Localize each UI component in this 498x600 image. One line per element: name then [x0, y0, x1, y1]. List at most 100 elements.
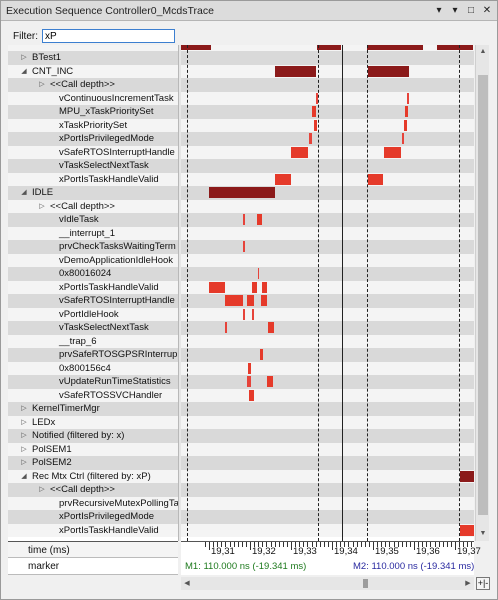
trace-event-bar[interactable] — [316, 92, 318, 104]
trace-event-bar[interactable] — [258, 268, 259, 280]
tree-row[interactable]: ▷ KernelTimerMgr — [8, 402, 178, 416]
tree-row[interactable]: 0x800156c4 — [8, 361, 178, 375]
trace-event-bar[interactable] — [248, 362, 251, 374]
trace-event-bar[interactable] — [243, 308, 245, 320]
trace-event-bar[interactable] — [209, 187, 275, 199]
tree-row[interactable]: vUpdateRunTimeStatistics — [8, 375, 178, 389]
trace-event-bar[interactable] — [460, 470, 474, 482]
filter-input[interactable] — [42, 29, 175, 43]
tree-row[interactable]: vDemoApplicationIdleHook — [8, 253, 178, 267]
trace-event-bar[interactable] — [268, 322, 274, 334]
trace-event-bar[interactable] — [225, 295, 243, 307]
marker-line[interactable] — [459, 45, 460, 541]
tree-row[interactable]: ◢ CNT_INC — [8, 64, 178, 78]
tree-row[interactable]: ▷ <<Call depth>> — [8, 199, 178, 213]
scroll-left-icon[interactable]: ◀ — [184, 580, 190, 587]
tree-row[interactable]: __trap_6 — [8, 334, 178, 348]
close-icon[interactable]: ✕ — [482, 5, 492, 16]
trace-event-bar[interactable] — [404, 119, 407, 131]
trace-event-bar[interactable] — [209, 281, 225, 293]
trace-event-bar[interactable] — [291, 146, 308, 158]
tree-row[interactable]: ▷ <<Call depth>> — [8, 78, 178, 92]
trace-event-bar[interactable] — [367, 45, 423, 50]
trace-event-bar[interactable] — [314, 119, 317, 131]
timeline-chart[interactable] — [181, 45, 474, 541]
trace-event-bar[interactable] — [460, 524, 474, 536]
expand-arrow-icon[interactable]: ▷ — [21, 445, 27, 453]
trace-event-bar[interactable] — [407, 92, 409, 104]
trace-event-bar[interactable] — [368, 65, 409, 77]
tree-row[interactable]: xPortIsPrivilegedMode — [8, 510, 178, 524]
trace-event-bar[interactable] — [262, 281, 267, 293]
tree-row[interactable]: vContinuousIncrementTask — [8, 91, 178, 105]
trace-event-bar[interactable] — [261, 295, 267, 307]
expand-arrow-icon[interactable]: ▷ — [21, 432, 27, 439]
marker-line[interactable] — [367, 45, 368, 541]
tree-row[interactable]: prvRecursiveMutexPollingTa — [8, 496, 178, 510]
tree-row[interactable]: vSafeRTOSInterruptHandle — [8, 294, 178, 308]
trace-event-bar[interactable] — [405, 106, 408, 118]
trace-event-bar[interactable] — [247, 295, 254, 307]
vertical-scroll-thumb[interactable] — [478, 75, 488, 515]
tree-row[interactable]: vTaskSelectNextTask — [8, 159, 178, 173]
tree-row[interactable]: xPortIsPrivilegedMode — [8, 132, 178, 146]
horizontal-scrollbar[interactable]: ◀ ▶ — [181, 577, 474, 590]
maximize-icon[interactable]: □ — [467, 5, 475, 16]
trace-event-bar[interactable] — [384, 146, 401, 158]
trace-event-bar[interactable] — [247, 376, 251, 388]
pane-splitter[interactable] — [178, 45, 181, 541]
collapse-arrow-icon[interactable]: ◢ — [21, 67, 27, 75]
scroll-up-icon[interactable]: ▲ — [479, 48, 487, 55]
tree-row[interactable]: vTaskSelectNextTask — [8, 321, 178, 335]
tree-row[interactable]: xPortIsTaskHandleValid — [8, 172, 178, 186]
cursor-line[interactable] — [342, 45, 344, 541]
tree-row[interactable]: ▷ LEDx — [8, 415, 178, 429]
scroll-right-icon[interactable]: ▶ — [465, 580, 471, 587]
tree-row[interactable]: __interrupt_1 — [8, 226, 178, 240]
trace-event-bar[interactable] — [368, 173, 383, 185]
expand-arrow-icon[interactable]: ▷ — [21, 459, 27, 466]
marker-line[interactable] — [318, 45, 319, 541]
trace-event-bar[interactable] — [181, 45, 211, 50]
tree-row[interactable]: vIdleTask — [8, 213, 178, 227]
tree-row[interactable]: vSafeRTOSSVCHandler — [8, 388, 178, 402]
tree-row[interactable] — [8, 45, 178, 51]
trace-event-bar[interactable] — [243, 214, 245, 226]
expand-arrow-icon[interactable]: ▷ — [21, 418, 27, 426]
pin-icon[interactable]: ▾ — [452, 5, 458, 16]
trace-event-bar[interactable] — [243, 241, 245, 253]
expand-arrow-icon[interactable]: ▷ — [21, 54, 27, 61]
trace-event-bar[interactable] — [267, 376, 273, 388]
tree-row[interactable]: vPortIdleHook — [8, 307, 178, 321]
trace-event-bar[interactable] — [225, 322, 227, 334]
collapse-arrow-icon[interactable]: ◢ — [21, 472, 27, 480]
trace-event-bar[interactable] — [257, 214, 262, 226]
tree-row[interactable]: ▷ <<Call depth>> — [8, 483, 178, 497]
tree-row[interactable]: vSafeRTOSInterruptHandle — [8, 145, 178, 159]
tree-row[interactable]: 0x80016024 — [8, 267, 178, 281]
tree-row[interactable]: prvCheckTasksWaitingTerm — [8, 240, 178, 254]
expand-arrow-icon[interactable]: ▷ — [21, 405, 27, 412]
expand-arrow-icon[interactable]: ▷ — [39, 81, 45, 88]
tree-row[interactable]: ◢ IDLE — [8, 186, 178, 200]
horizontal-scroll-thumb[interactable] — [363, 579, 368, 588]
tree-row[interactable]: xPortIsTaskHandleValid — [8, 523, 178, 537]
tree-row[interactable]: ◢ Rec Mtx Ctrl (filtered by: xP) — [8, 469, 178, 483]
tree-row[interactable]: xTaskPrioritySet — [8, 118, 178, 132]
tree-row[interactable]: xPortIsTaskHandleValid — [8, 280, 178, 294]
trace-event-bar[interactable] — [252, 281, 257, 293]
trace-event-bar[interactable] — [252, 308, 254, 320]
dropdown-icon[interactable]: ▾ — [436, 5, 442, 16]
expand-arrow-icon[interactable]: ▷ — [39, 486, 45, 493]
tree-row[interactable]: MPU_xTaskPrioritySet — [8, 105, 178, 119]
zoom-toggle-button[interactable]: +|- — [476, 577, 490, 590]
tree-row[interactable]: ▷ PolSEM2 — [8, 456, 178, 470]
trace-event-bar[interactable] — [260, 349, 263, 361]
trace-event-bar[interactable] — [402, 133, 404, 145]
trace-event-bar[interactable] — [275, 65, 316, 77]
tree-row[interactable]: prvSafeRTOSGPSRInterrup — [8, 348, 178, 362]
trace-event-bar[interactable] — [437, 45, 473, 50]
tree-row[interactable]: ▷ PolSEM1 — [8, 442, 178, 456]
trace-event-bar[interactable] — [317, 45, 341, 50]
collapse-arrow-icon[interactable]: ◢ — [21, 189, 27, 196]
